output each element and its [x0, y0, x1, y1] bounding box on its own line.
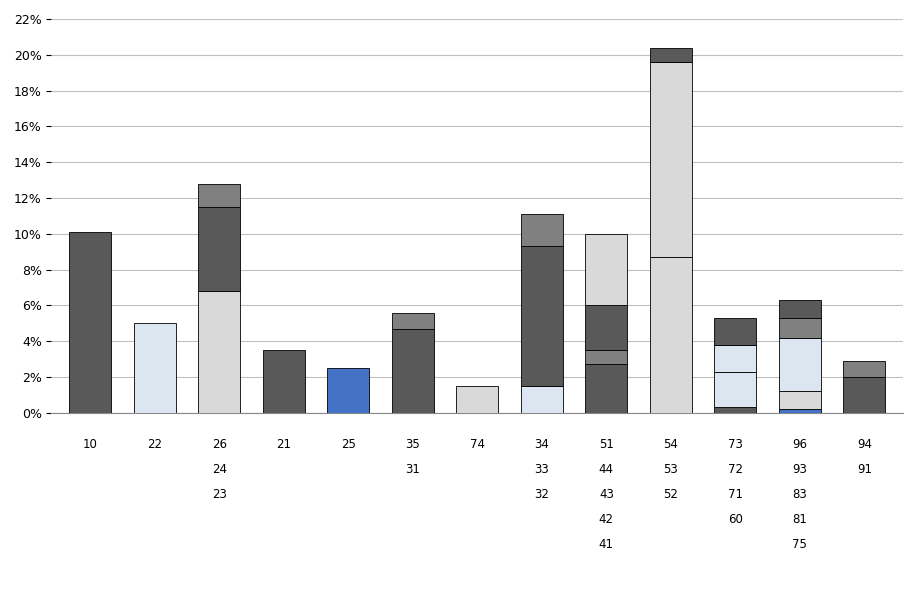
- Bar: [844, 361, 886, 377]
- Bar: [198, 183, 240, 207]
- Bar: [198, 291, 240, 413]
- Text: 75: 75: [792, 538, 807, 551]
- Bar: [521, 246, 563, 386]
- Text: 96: 96: [792, 438, 807, 451]
- Text: 71: 71: [728, 488, 743, 501]
- Bar: [650, 47, 691, 62]
- Bar: [779, 300, 821, 318]
- Bar: [585, 234, 627, 305]
- Text: 74: 74: [470, 438, 485, 451]
- Text: 54: 54: [663, 438, 679, 451]
- Bar: [392, 313, 434, 328]
- Bar: [779, 392, 821, 409]
- Bar: [457, 386, 498, 413]
- Bar: [585, 305, 627, 350]
- Bar: [521, 214, 563, 246]
- Text: 44: 44: [599, 463, 613, 476]
- Text: 91: 91: [856, 463, 872, 476]
- Bar: [650, 62, 691, 257]
- Bar: [779, 409, 821, 413]
- Text: 21: 21: [276, 438, 292, 451]
- Bar: [844, 377, 886, 413]
- Bar: [134, 324, 176, 413]
- Text: 93: 93: [792, 463, 807, 476]
- Text: 10: 10: [83, 438, 97, 451]
- Bar: [263, 350, 304, 413]
- Text: 42: 42: [599, 513, 613, 526]
- Text: 34: 34: [535, 438, 549, 451]
- Text: 26: 26: [212, 438, 226, 451]
- Bar: [392, 328, 434, 413]
- Text: 83: 83: [792, 488, 807, 501]
- Bar: [779, 318, 821, 337]
- Text: 41: 41: [599, 538, 613, 551]
- Bar: [714, 345, 757, 371]
- Bar: [69, 232, 111, 413]
- Text: 22: 22: [148, 438, 162, 451]
- Text: 94: 94: [856, 438, 872, 451]
- Bar: [714, 407, 757, 413]
- Text: 35: 35: [405, 438, 420, 451]
- Bar: [714, 318, 757, 345]
- Bar: [714, 371, 757, 407]
- Text: 73: 73: [728, 438, 743, 451]
- Bar: [198, 207, 240, 291]
- Text: 23: 23: [212, 488, 226, 501]
- Text: 43: 43: [599, 488, 613, 501]
- Text: 53: 53: [664, 463, 679, 476]
- Bar: [327, 368, 370, 413]
- Text: 51: 51: [599, 438, 613, 451]
- Text: 72: 72: [728, 463, 743, 476]
- Text: 33: 33: [535, 463, 549, 476]
- Text: 81: 81: [792, 513, 807, 526]
- Text: 60: 60: [728, 513, 743, 526]
- Text: 52: 52: [663, 488, 679, 501]
- Text: 25: 25: [341, 438, 356, 451]
- Text: 32: 32: [535, 488, 549, 501]
- Bar: [521, 386, 563, 413]
- Bar: [650, 257, 691, 413]
- Bar: [779, 337, 821, 392]
- Bar: [585, 350, 627, 364]
- Text: 24: 24: [212, 463, 226, 476]
- Bar: [585, 364, 627, 413]
- Text: 31: 31: [405, 463, 420, 476]
